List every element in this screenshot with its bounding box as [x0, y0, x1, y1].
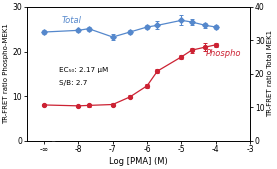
Text: Total: Total: [61, 16, 81, 25]
X-axis label: Log [PMA] (M): Log [PMA] (M): [109, 156, 168, 165]
Y-axis label: TR-FRET ratio Phospho-MEK1: TR-FRET ratio Phospho-MEK1: [4, 23, 9, 124]
Text: S/B: 2.7: S/B: 2.7: [60, 80, 88, 86]
Text: EC₅₀: 2.17 μM: EC₅₀: 2.17 μM: [60, 67, 109, 73]
Y-axis label: TR-FRET ratio Total MEK1: TR-FRET ratio Total MEK1: [268, 30, 273, 117]
Text: Phospho: Phospho: [206, 49, 241, 58]
